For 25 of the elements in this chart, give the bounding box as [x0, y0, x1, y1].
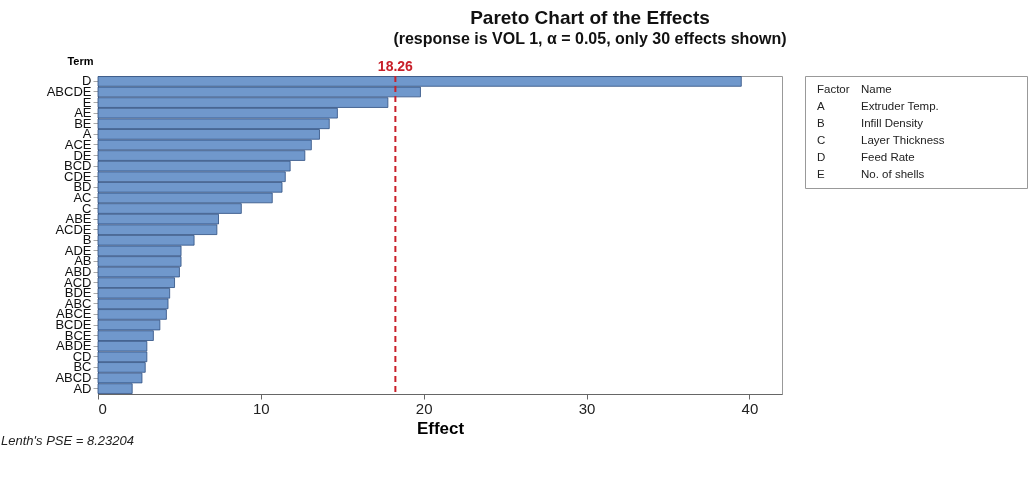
text: Lenth's PSE = 8.23204	[1, 433, 134, 448]
text: A	[817, 100, 825, 112]
y-tick-label: ABCD	[55, 370, 92, 385]
text: Infill Density	[861, 117, 924, 129]
ref-line-label: 18.26	[377, 58, 414, 74]
text: Extruder Temp.	[861, 100, 939, 112]
text: D	[817, 151, 826, 163]
text: B	[817, 117, 825, 129]
y-axis-title: Term	[67, 54, 94, 67]
x-tick-label: 20	[415, 399, 433, 417]
text: Name	[861, 83, 892, 95]
y-tick-label: ABCDE	[46, 84, 92, 99]
x-tick-label: 0	[98, 399, 107, 417]
chart-title: Pareto Chart of the Effects	[470, 7, 710, 28]
text: No. of shells	[861, 168, 925, 180]
text: Feed Rate	[861, 151, 915, 163]
x-tick-label: 10	[253, 399, 270, 417]
text: Layer Thickness	[861, 134, 945, 146]
text: Factor	[817, 83, 850, 95]
text: E	[817, 168, 825, 180]
x-axis-title: Effect	[416, 418, 465, 438]
text: C	[817, 134, 826, 146]
x-tick-label: 40	[741, 399, 759, 417]
x-tick-label: 30	[578, 399, 596, 417]
chart-subtitle: (response is VOL 1, α = 0.05, only 30 effects shown)	[393, 30, 787, 47]
